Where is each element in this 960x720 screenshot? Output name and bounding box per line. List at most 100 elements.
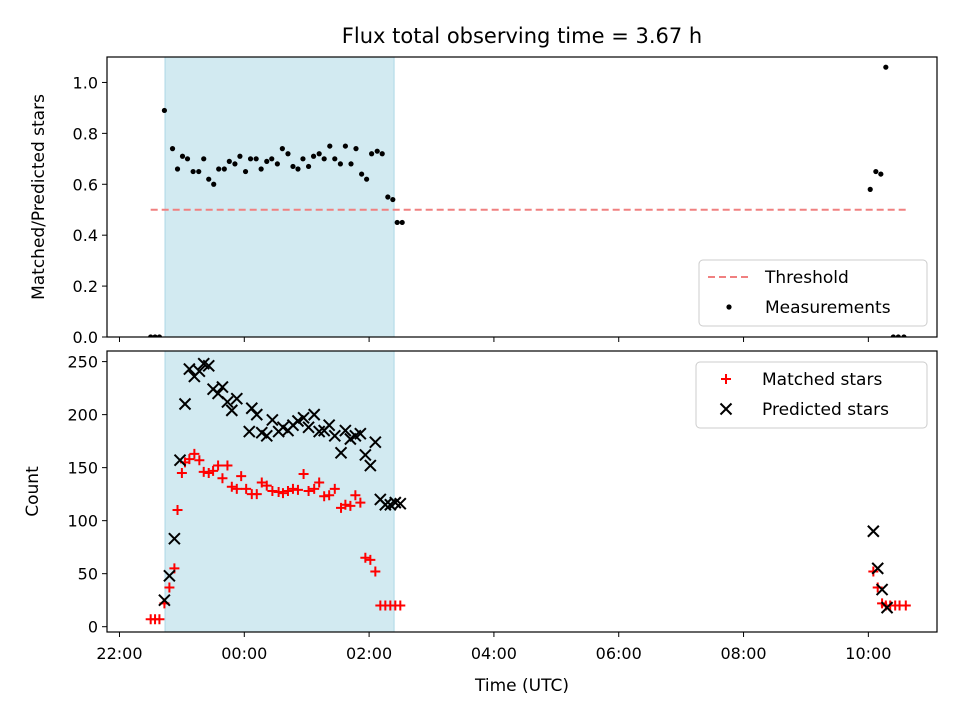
data-point [241, 483, 252, 494]
legend-label: Matched stars [762, 370, 882, 390]
data-point [193, 364, 206, 378]
data-point [875, 583, 889, 596]
data-point [316, 151, 322, 157]
y-tick-label: 50 [78, 565, 98, 584]
data-point [867, 525, 880, 538]
data-point [394, 497, 407, 510]
data-point [332, 156, 338, 162]
data-point [322, 419, 336, 432]
data-point [878, 171, 884, 177]
top-panel: 0.0 0.2 0.4 0.6 0.8 1.0 Matched/Predicted star… [29, 56, 938, 347]
y-tick-label: 200 [67, 406, 98, 425]
data-point [342, 143, 348, 149]
data-point [282, 485, 293, 496]
series-measurements [148, 64, 907, 337]
data-point [226, 158, 232, 164]
data-point [279, 146, 285, 152]
data-point [258, 166, 264, 172]
legend-label: Threshold [764, 268, 849, 288]
data-point [309, 483, 320, 494]
data-point [230, 392, 244, 405]
data-point [183, 362, 196, 376]
data-point [314, 477, 325, 488]
x-tick-label: 22:00 [96, 644, 142, 663]
data-point [213, 460, 224, 471]
data-point [290, 163, 296, 170]
data-point [217, 473, 228, 484]
data-point [261, 480, 272, 491]
data-point [184, 156, 191, 162]
data-point [164, 582, 175, 593]
data-point [394, 219, 400, 226]
y-tick-label: 1.0 [73, 73, 98, 92]
data-point [307, 408, 321, 421]
data-point [350, 490, 361, 501]
y-axis-label: Count [23, 466, 43, 517]
data-point [264, 158, 270, 164]
data-point [169, 146, 176, 152]
data-point [324, 490, 335, 501]
data-point [883, 64, 889, 70]
plot-data [148, 64, 907, 337]
data-point [267, 485, 278, 496]
observing-window-span [164, 56, 395, 338]
data-point [359, 448, 372, 462]
data-point [369, 435, 382, 449]
legend-marker [719, 402, 733, 416]
data-point [303, 485, 314, 496]
legend: Threshold Measurements [698, 259, 928, 327]
y-axis-label: Matched/Predicted stars [29, 94, 49, 300]
data-point [298, 469, 309, 480]
y-tick-label: 0.6 [73, 175, 98, 194]
data-point [198, 466, 209, 477]
bottom-panel: 0 50 100 150 200 250 22:00 00:00 02:00 04:00 06:00… [23, 350, 938, 663]
data-point [152, 334, 158, 337]
data-point [269, 156, 275, 162]
data-point [168, 532, 181, 545]
data-point [156, 334, 163, 337]
data-point [348, 161, 354, 167]
data-point [328, 429, 341, 443]
data-point [232, 161, 238, 167]
data-point [247, 156, 254, 162]
data-point [329, 483, 340, 494]
data-point [148, 334, 154, 337]
data-point [355, 497, 366, 508]
data-point [364, 176, 370, 182]
data-point [871, 562, 884, 575]
data-point [345, 500, 356, 511]
y-tick-label: 0 [88, 618, 98, 637]
data-point [253, 156, 259, 162]
x-tick-label: 00:00 [221, 644, 267, 663]
data-point [237, 153, 243, 159]
data-point [297, 411, 310, 425]
data-point [310, 153, 317, 159]
data-point [243, 425, 256, 438]
data-point [251, 489, 262, 500]
data-point [216, 166, 222, 172]
y-tick-label: 250 [67, 353, 98, 372]
data-point [208, 465, 219, 476]
legend-box [698, 259, 928, 327]
data-point [274, 161, 280, 167]
data-point [369, 151, 375, 157]
data-point [337, 161, 343, 167]
data-point [154, 614, 165, 625]
data-point [158, 593, 171, 607]
data-point [890, 334, 896, 337]
data-point [873, 168, 879, 175]
series-matched-stars [145, 448, 911, 625]
y-tick-label: 0.0 [73, 328, 98, 347]
data-point [250, 408, 263, 421]
chart-title: Flux total observing time = 3.67 h [342, 24, 702, 48]
data-point [339, 424, 352, 437]
data-point [231, 483, 242, 494]
y-tick-label: 100 [67, 512, 98, 531]
data-point [300, 156, 306, 162]
data-point [353, 146, 359, 152]
data-point [202, 359, 215, 373]
y-tick-label: 150 [67, 459, 98, 478]
data-point [194, 455, 205, 466]
data-point [206, 176, 212, 182]
data-point [242, 168, 249, 175]
